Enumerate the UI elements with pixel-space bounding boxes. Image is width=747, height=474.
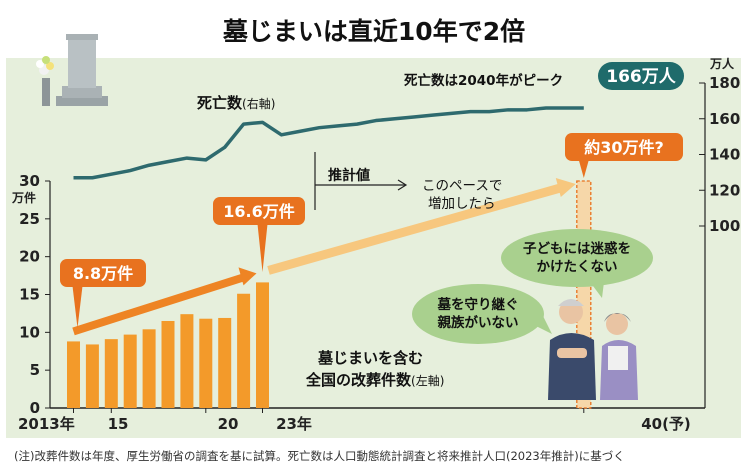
label-2040: 約30万件? — [584, 138, 664, 157]
right-tick-label: 120 — [709, 181, 740, 199]
label-2023: 16.6万件 — [223, 202, 294, 221]
deaths-peak-badge: 166万人 — [606, 67, 676, 87]
x-tick-label: 2013年 — [18, 415, 75, 433]
left-tick-label: 20 — [19, 248, 40, 266]
deaths-series-label: 死亡数(右軸) — [197, 94, 275, 112]
axes: 0 5 10 15 20 25 30万件 100 120 140 160 180 万人 2013年 15 20… — [11, 56, 740, 433]
footnote: (注)改葬件数は年度、厚生労働省の調査を基に試算。死亡数は人口動態統計調査と将来… — [14, 449, 625, 463]
reburial-series-label-2: 全国の改葬件数(左軸) — [305, 371, 444, 389]
reburial-series-name: 全国の改葬件数 — [305, 371, 412, 389]
estimate-label: 推計値 — [328, 167, 370, 184]
estimate-arrow-head — [397, 179, 408, 191]
label-2013-bg — [60, 259, 146, 287]
speech-bubble-2-tail — [528, 310, 552, 334]
speech-2-line1: 墓を守り継ぐ — [437, 296, 519, 313]
reburial-bar — [237, 293, 251, 408]
left-tick-label: 30 — [19, 172, 40, 190]
deaths-series-name: 死亡数 — [197, 94, 243, 112]
trend-arrow-actual-head — [238, 267, 257, 286]
deaths-peak-badge-bg — [598, 62, 684, 90]
speech-1-line2: かけたくない — [537, 259, 618, 275]
left-tick-label: 10 — [19, 323, 40, 341]
label-2023-pointer — [257, 224, 268, 272]
label-2023-bg — [213, 197, 305, 225]
x-tick-label: 40(予) — [641, 415, 691, 433]
reburial-bar — [218, 317, 232, 408]
pace-note-2: 増加したら — [428, 196, 496, 212]
right-tick-label: 180 — [709, 74, 740, 92]
speech-bubble-1-tail — [590, 282, 604, 298]
chart-title: 墓じまいは直近10年で2倍 — [222, 17, 525, 46]
pace-note-1: このペースで — [422, 178, 502, 194]
left-tick-label: 5 — [30, 361, 40, 379]
speech-1-line1: 子どもには迷惑を — [523, 240, 631, 257]
reburial-bar — [180, 314, 194, 408]
reburial-bar — [85, 344, 99, 408]
label-2040-pointer — [578, 160, 589, 178]
x-tick-label: 23年 — [276, 415, 312, 433]
reburial-axis-note: (左軸) — [411, 373, 444, 388]
tombstone-icon — [36, 34, 108, 106]
speech-2-line2: 親族がいない — [438, 314, 519, 331]
deaths-line-group: 死亡数(右軸) 死亡数は2040年がピーク 166万人 — [73, 62, 684, 180]
reburial-bar — [142, 329, 156, 408]
left-tick-label: 0 — [30, 399, 40, 417]
right-tick-label: 140 — [709, 146, 740, 164]
reburial-bar — [123, 334, 137, 408]
speech-bubble-1-bg — [501, 229, 653, 287]
x-tick-label: 15 — [108, 415, 129, 433]
reburial-series-label-1: 墓じまいを含む — [317, 349, 423, 367]
label-2013-pointer — [72, 286, 83, 328]
deaths-peak-text: 死亡数は2040年がピーク — [403, 72, 563, 89]
reburial-bar — [67, 341, 80, 408]
right-tick-label: 160 — [709, 110, 740, 128]
right-axis-unit: 万人 — [709, 56, 735, 71]
label-2013: 8.8万件 — [73, 264, 133, 283]
left-axis-unit: 万件 — [11, 190, 36, 205]
trend-arrow-projected-head — [555, 178, 576, 197]
deaths-line — [73, 106, 584, 180]
left-tick-label: 25 — [19, 210, 40, 228]
reburial-bar — [199, 318, 213, 408]
reburial-bar — [256, 282, 269, 408]
deaths-axis-note: (右軸) — [242, 96, 275, 111]
label-2040-bg — [565, 133, 683, 161]
reburial-bar — [104, 339, 118, 408]
elderly-couple-icon — [548, 299, 638, 400]
title-band — [6, 0, 741, 58]
reburial-bar — [161, 320, 175, 408]
trend-arrow-actual — [72, 272, 248, 336]
right-tick-label: 100 — [709, 217, 740, 235]
left-tick-label: 15 — [19, 286, 40, 304]
speech-bubble-2-bg — [412, 284, 544, 344]
x-tick-label: 20 — [218, 415, 239, 433]
trend-arrow-projected — [267, 182, 566, 275]
